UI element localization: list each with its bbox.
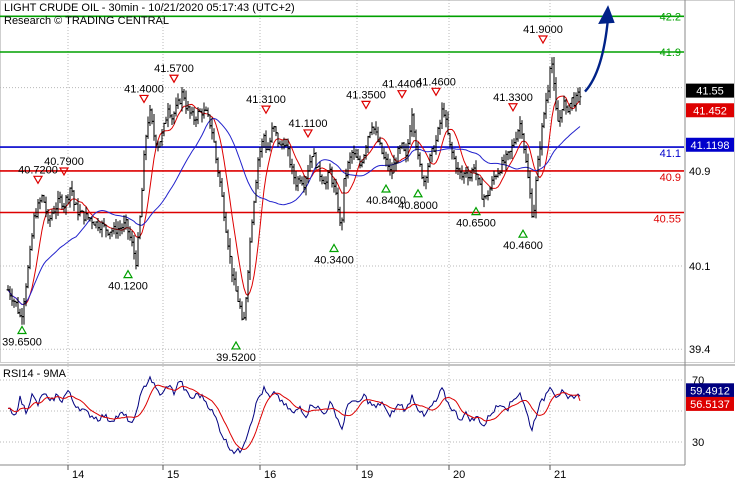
- high-marker-icon: [360, 100, 372, 110]
- rsi-ma-value-tag-bg: [686, 396, 734, 411]
- high-annotation-label: 41.4400: [382, 79, 422, 91]
- resistance-2-label: 41.9: [660, 47, 681, 59]
- x-tick-label: 14: [72, 469, 84, 480]
- rsi-ma-line: [7, 384, 581, 451]
- high-annotation-label: 41.1100: [289, 118, 328, 130]
- low-marker-icon: [16, 325, 28, 335]
- chart-title: LIGHT CRUDE OIL - 30min - 10/21/2020 05:…: [4, 2, 295, 14]
- ma-slow-line: [7, 117, 581, 306]
- high-marker-icon: [396, 90, 408, 99]
- y-tick-label: 39.4: [689, 344, 710, 356]
- ma-value-tag-label: 41.452: [693, 105, 727, 117]
- high-marker-icon: [430, 87, 442, 97]
- high-annotation-label: 40.7200: [18, 164, 58, 176]
- resistance-1-label: 42.2: [660, 11, 681, 23]
- low-marker-icon: [230, 340, 242, 350]
- support-2-label: 40.55: [653, 214, 681, 226]
- high-marker-icon: [168, 74, 180, 84]
- high-annotation-label: 41.9000: [523, 24, 563, 36]
- last-price-tag-bg: [686, 83, 734, 98]
- rsi-ma-value-tag-label: 56.5137: [690, 399, 730, 411]
- high-marker-icon: [260, 105, 272, 115]
- forecast: [584, 5, 615, 93]
- forecast-arrow-head-icon: [598, 5, 615, 24]
- pivot-value-tag-bg: [686, 137, 734, 152]
- low-marker-icon: [470, 206, 482, 216]
- high-marker-icon: [537, 35, 549, 45]
- high-annotation-label: 41.4000: [124, 83, 164, 95]
- low-annotation-label: 40.8400: [366, 195, 406, 207]
- low-marker-icon: [328, 243, 340, 253]
- high-annotation-label: 41.5700: [154, 63, 194, 75]
- ma-value-tag-bg: [686, 103, 734, 118]
- pivot-value-tag-label: 41.1198: [691, 140, 730, 152]
- candles: [6, 57, 582, 325]
- high-annotation-label: 41.4600: [416, 76, 456, 88]
- x-tick-label: 15: [167, 469, 179, 480]
- low-annotation-label: 40.3400: [314, 254, 354, 266]
- pivot-label: 41.1: [660, 148, 681, 160]
- low-marker-icon: [122, 269, 134, 279]
- last-price-tag-label: 41.55: [696, 86, 724, 98]
- key-levels: 42.2 41.9 41.1 40.9 40.55: [0, 11, 684, 226]
- low-annotation-label: 40.1200: [108, 281, 148, 293]
- x-tick-label: 21: [554, 469, 566, 480]
- support-1-label: 40.9: [660, 172, 681, 184]
- low-marker-icon: [517, 228, 529, 238]
- rsi-panel: [7, 375, 581, 455]
- low-annotation-label: 39.6500: [2, 337, 42, 349]
- low-annotation-label: 39.5200: [216, 352, 256, 364]
- chart-subtitle: Research © TRADING CENTRAL: [4, 15, 169, 27]
- price-tags: 41.55 41.452 41.1198 59.4912 56.5137: [686, 83, 734, 411]
- high-marker-icon: [138, 94, 150, 104]
- y-tick-label: 40.9: [689, 166, 710, 178]
- rsi-value-tag-label: 59.4912: [690, 385, 730, 397]
- low-annotation-label: 40.8000: [398, 200, 438, 212]
- forecast-arrow-shaft: [584, 18, 610, 93]
- low-annotation-label: 40.6500: [456, 218, 496, 230]
- x-tick-label: 20: [453, 469, 465, 480]
- x-tick-label: 16: [264, 469, 276, 480]
- high-annotation-label: 41.3500: [346, 89, 386, 101]
- rsi-value-tag-bg: [686, 383, 734, 398]
- rsi-title: RSI14 - 9MA: [3, 368, 67, 380]
- rsi-tick-label: 30: [692, 437, 704, 449]
- high-annotation-label: 41.3300: [493, 92, 533, 104]
- high-annotation-label: 40.7900: [44, 156, 84, 168]
- low-marker-icon: [412, 188, 424, 198]
- low-marker-icon: [380, 183, 392, 193]
- rsi-line: [7, 375, 581, 455]
- grid: [0, 0, 684, 464]
- price-panel-frame: [0, 0, 735, 363]
- high-annotation-label: 41.3100: [246, 94, 286, 106]
- high-marker-icon: [302, 129, 314, 139]
- high-marker-icon: [32, 175, 44, 185]
- high-marker-icon: [58, 167, 70, 177]
- high-marker-icon: [507, 103, 519, 112]
- low-annotation-label: 40.4600: [503, 240, 543, 252]
- y-tick-label: 40.1: [689, 261, 710, 273]
- x-tick-label: 19: [361, 469, 373, 480]
